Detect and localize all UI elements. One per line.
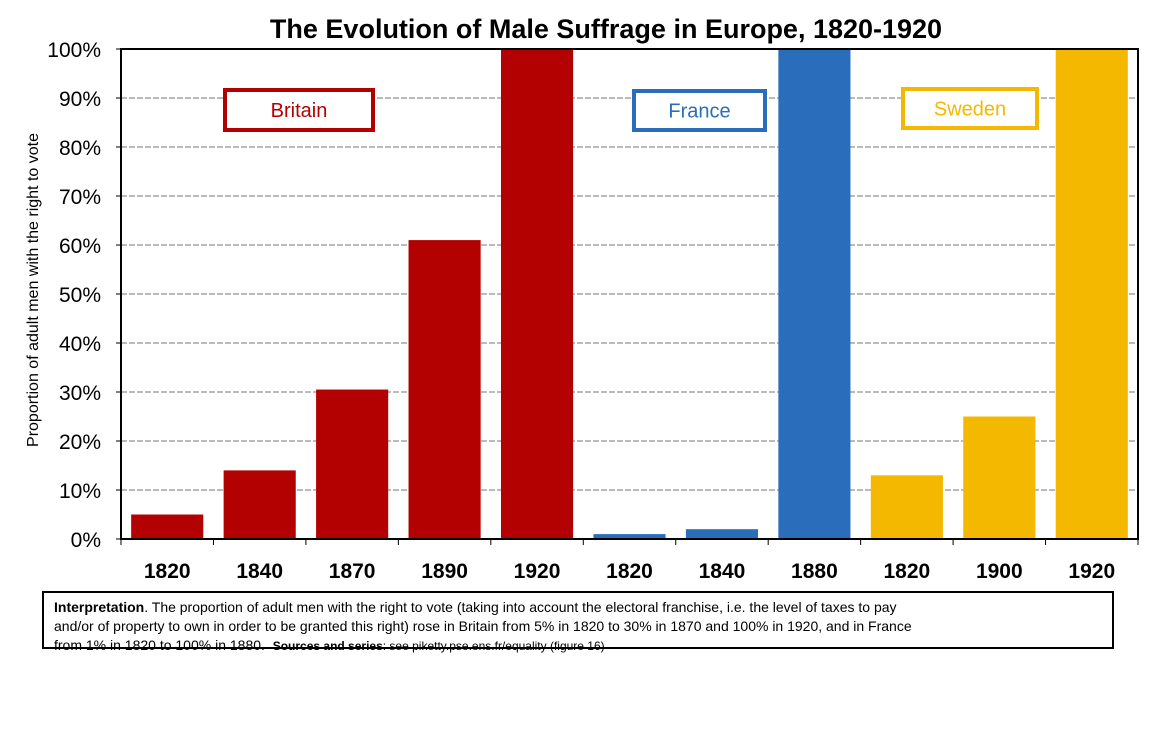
y-tick-label: 10% [59, 480, 101, 503]
legend-label-sweden: Sweden [934, 99, 1006, 121]
y-tick-label: 80% [59, 137, 101, 160]
x-tick-label: 1820 [606, 560, 653, 583]
bar-britain-1820 [131, 514, 204, 539]
bar-sweden-1900 [963, 416, 1036, 539]
x-tick-label: 1840 [699, 560, 746, 583]
x-tick-label: 1840 [236, 560, 283, 583]
legend-box-sweden [901, 87, 1039, 130]
x-tick-label: 1920 [1068, 560, 1115, 583]
y-tick-label: 50% [59, 284, 101, 307]
y-axis-label: Proportion of adult men with the right t… [25, 133, 42, 447]
bar-britain-1840 [223, 470, 296, 539]
y-tick-label: 70% [59, 186, 101, 209]
x-tick-label: 1900 [976, 560, 1023, 583]
axis-layer: 0% 10% 20% 30% 40% 50% 60% 70% 80% 90% 100% 1820 184… [47, 39, 1139, 583]
bar-france-1880 [778, 49, 851, 539]
bar-britain-1920 [500, 49, 574, 539]
note-sources-label: Sources and series [272, 639, 383, 653]
plot-frame [120, 48, 1139, 540]
legend-label-france: France [668, 101, 730, 123]
legend-box-britain [223, 88, 375, 132]
legend-label-britain: Britain [271, 100, 328, 122]
y-tick-label: 20% [59, 431, 101, 454]
legend-layer: Britain France Sweden [223, 87, 1039, 132]
bar-britain-1890 [408, 240, 481, 539]
x-tick-label: 1920 [514, 560, 561, 583]
legend-box-france [632, 89, 767, 132]
chart-title: The Evolution of Male Suffrage in Europe… [270, 14, 942, 44]
y-tick-label: 30% [59, 382, 101, 405]
note-line2: and/or of property to own in order to be… [54, 618, 912, 634]
x-tick-label: 1870 [329, 560, 376, 583]
bar-sweden-1820 [870, 475, 943, 539]
interpretation-note: Interpretation. The proportion of adult … [42, 591, 1114, 653]
bar-france-1840 [685, 529, 759, 539]
x-tick-label: 1890 [421, 560, 468, 583]
bar-britain-1870 [316, 389, 389, 539]
note-line1: . The proportion of adult men with the r… [144, 599, 897, 615]
y-tick-label: 100% [47, 39, 101, 62]
y-tick-label: 0% [71, 529, 101, 552]
y-tick-label: 90% [59, 88, 101, 111]
bar-france-1820 [593, 534, 666, 539]
note-line3: from 1% in 1820 to 100% in 1880. [54, 637, 265, 653]
bar-sweden-1920 [1055, 49, 1128, 539]
bars-layer [131, 49, 1128, 539]
x-tick-label: 1880 [791, 560, 838, 583]
note-lead: Interpretation [54, 599, 145, 615]
x-tick-label: 1820 [144, 560, 191, 583]
y-tick-label: 60% [59, 235, 101, 258]
note-sources-text: : see piketty.pse.ens.fr/equality (figur… [382, 639, 605, 653]
y-tick-label: 40% [59, 333, 101, 356]
x-tick-label: 1820 [884, 560, 931, 583]
